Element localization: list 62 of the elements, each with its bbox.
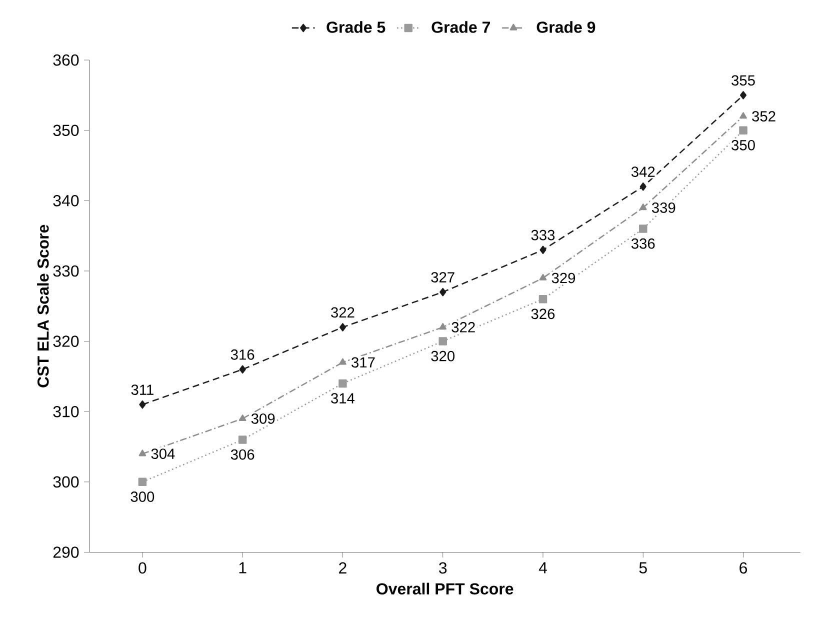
y-tick-label: 300 bbox=[53, 476, 79, 488]
x-tick-label: 6 bbox=[740, 562, 748, 574]
data-label: 314 bbox=[331, 393, 355, 404]
point bbox=[339, 323, 346, 332]
legend-label: Grade 7 bbox=[432, 21, 490, 34]
point bbox=[438, 337, 447, 346]
data-label: 352 bbox=[752, 111, 776, 122]
point bbox=[640, 182, 646, 191]
point bbox=[639, 204, 647, 210]
data-label: 317 bbox=[352, 357, 375, 368]
point bbox=[638, 224, 648, 234]
point bbox=[138, 450, 146, 456]
y-axis-title: CST ELA Scale Score bbox=[37, 225, 49, 388]
point bbox=[238, 414, 246, 422]
x-tick-label: 4 bbox=[538, 562, 547, 574]
y-tick-label: 290 bbox=[53, 546, 79, 558]
data-label: 327 bbox=[431, 272, 454, 283]
data-label: 309 bbox=[251, 414, 275, 424]
y-tick-label: 320 bbox=[53, 336, 79, 348]
data-label: 350 bbox=[732, 140, 755, 151]
x-tick-label: 0 bbox=[138, 562, 146, 574]
data-label: 320 bbox=[431, 351, 454, 362]
y-tick-label: 350 bbox=[53, 124, 79, 136]
data-label: 311 bbox=[131, 384, 154, 396]
y-tick-label: 340 bbox=[53, 195, 79, 207]
point bbox=[138, 478, 147, 486]
x-tick-label: 5 bbox=[639, 562, 647, 574]
data-label: 304 bbox=[151, 448, 175, 460]
point bbox=[740, 112, 747, 119]
point bbox=[540, 246, 546, 254]
data-label: 300 bbox=[130, 492, 154, 502]
x-axis-title: Overall PFT Score bbox=[376, 582, 514, 595]
point bbox=[439, 323, 447, 330]
data-label: 355 bbox=[732, 75, 755, 86]
point bbox=[739, 126, 748, 135]
x-tick-label: 1 bbox=[239, 562, 246, 574]
data-label: 322 bbox=[452, 322, 475, 333]
x-tick-label: 3 bbox=[439, 562, 447, 574]
y-tick-label: 330 bbox=[53, 266, 79, 277]
point bbox=[339, 358, 346, 365]
point bbox=[539, 274, 547, 281]
point bbox=[740, 91, 747, 100]
legend-label: Grade 5 bbox=[326, 21, 386, 34]
data-label: 342 bbox=[631, 166, 655, 178]
data-label: 316 bbox=[230, 350, 254, 360]
data-label: 336 bbox=[631, 238, 655, 249]
point bbox=[239, 365, 246, 374]
data-label: 322 bbox=[331, 307, 354, 318]
data-label: 339 bbox=[652, 202, 676, 214]
point bbox=[238, 436, 247, 444]
data-label: 326 bbox=[531, 308, 555, 320]
point bbox=[338, 380, 347, 388]
legend-label: Grade 9 bbox=[536, 21, 596, 34]
point bbox=[440, 288, 446, 296]
data-label: 329 bbox=[552, 273, 576, 284]
y-tick-label: 310 bbox=[53, 406, 79, 418]
data-label: 306 bbox=[230, 450, 254, 460]
point bbox=[538, 295, 548, 304]
data-label: 333 bbox=[531, 230, 555, 240]
x-tick-label: 2 bbox=[339, 562, 346, 574]
y-tick-label: 360 bbox=[53, 54, 79, 66]
point bbox=[139, 400, 146, 409]
